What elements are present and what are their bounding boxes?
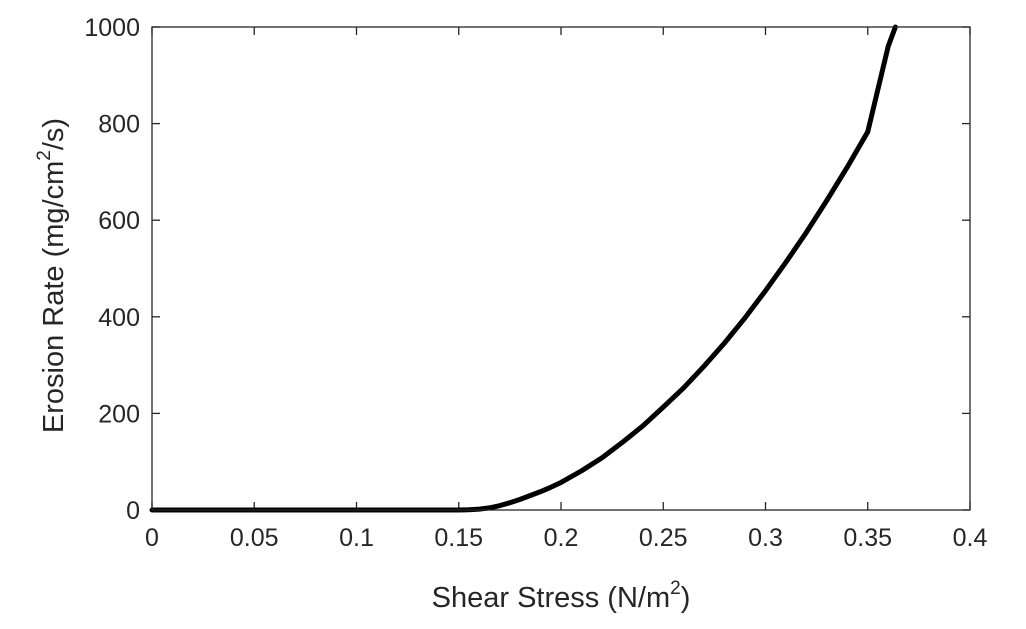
y-tick-label: 400 — [98, 304, 140, 332]
series-layer — [149, 24, 898, 513]
y-tick-label: 0 — [126, 497, 140, 525]
y-axis-title-superscript: 2 — [34, 150, 55, 161]
x-axis-title: Shear Stress (N/m2) — [432, 578, 691, 614]
y-tick-label: 200 — [98, 400, 140, 428]
y-tick-label: 800 — [98, 111, 140, 139]
x-axis-title-superscript: 2 — [670, 578, 681, 599]
x-tick-label: 0.25 — [639, 524, 688, 552]
x-tick-label: 0 — [145, 524, 159, 552]
x-tick-label: 0.3 — [748, 524, 783, 552]
x-axis-title-end: ) — [681, 582, 691, 614]
x-tick-label: 0.4 — [953, 524, 988, 552]
x-tick-label: 0.35 — [843, 524, 892, 552]
x-tick-label: 0.15 — [434, 524, 483, 552]
data-series-line — [149, 24, 898, 513]
axes-layer: 0 0.05 0.1 0.15 0.2 0.25 0.3 0.35 0.4 0 200 400 600 8… — [84, 14, 987, 552]
y-axis-title: Erosion Rate (mg/cm2/s) — [34, 118, 70, 433]
y-tick-label: 1000 — [84, 14, 140, 42]
x-axis-title-main: Shear Stress (N/m — [432, 582, 671, 614]
x-tick-label: 0.05 — [230, 524, 279, 552]
x-tick-label: 0.2 — [544, 524, 579, 552]
x-tick-label: 0.1 — [339, 524, 374, 552]
y-axis-title-main: Erosion Rate (mg/cm — [38, 161, 70, 433]
y-axis-title-end: /s) — [38, 118, 70, 150]
plot-area-border — [151, 26, 971, 511]
y-tick-label: 600 — [98, 207, 140, 235]
